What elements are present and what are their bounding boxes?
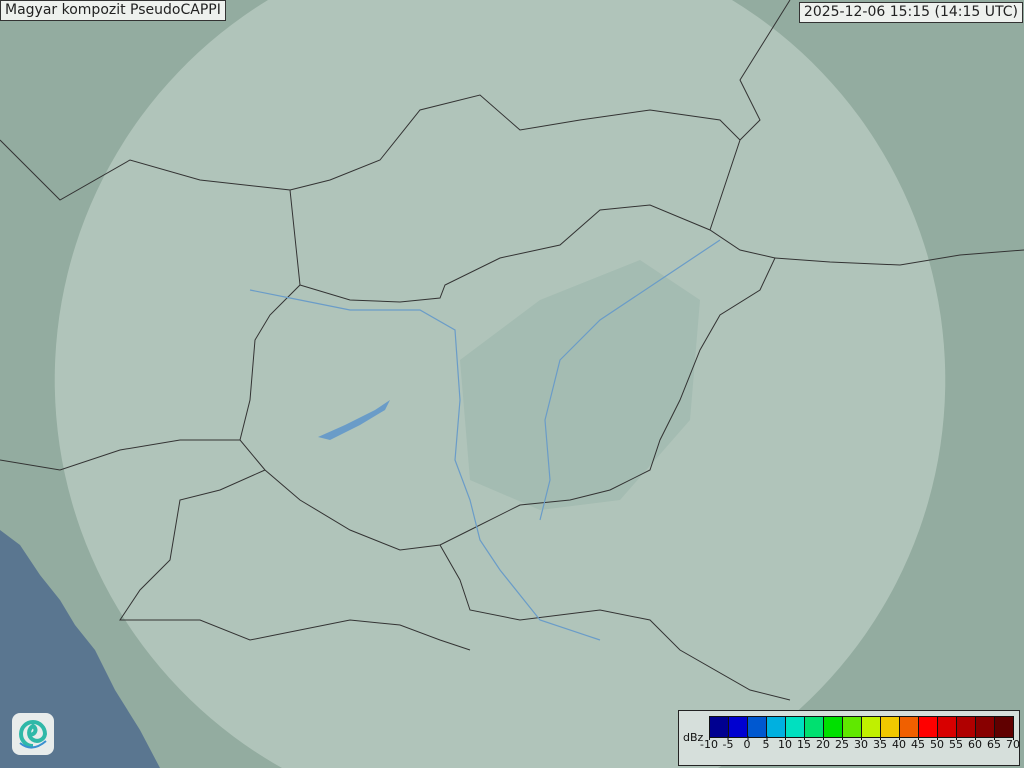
legend-tick-label: 35	[873, 736, 887, 751]
legend-swatch	[710, 717, 729, 737]
hungary-border	[239, 204, 776, 551]
danube-river	[249, 289, 601, 641]
legend-unit: dBz	[683, 731, 704, 744]
legend-swatch	[938, 717, 957, 737]
legend-tick-label: 10	[778, 736, 792, 751]
country-borders	[0, 0, 1024, 701]
legend-swatch	[976, 717, 995, 737]
ukraine-border	[739, 0, 791, 141]
slovakia-border	[289, 94, 741, 231]
legend-swatch	[957, 717, 976, 737]
map-title: Magyar kompozit PseudoCAPPI	[0, 0, 226, 21]
legend-swatch	[748, 717, 767, 737]
legend-tick-label: 45	[911, 736, 925, 751]
legend-tick-label: 70	[1006, 736, 1020, 751]
legend-swatch	[862, 717, 881, 737]
lake-balaton	[318, 400, 390, 440]
legend-tick-label: -5	[722, 736, 734, 751]
legend-swatch	[900, 717, 919, 737]
swirl-logo-icon	[12, 713, 54, 755]
legend-swatch	[824, 717, 843, 737]
serbia-border	[439, 544, 791, 701]
legend-ticks: -10 -5 0 5 10 15 20 25 30 35 40 45 50 55 60 65 70	[700, 736, 1020, 758]
legend-tick-label: 15	[797, 736, 811, 751]
legend-tick-label: 30	[854, 736, 868, 751]
legend-swatch	[805, 717, 824, 737]
legend-tick-label: 25	[835, 736, 849, 751]
legend-swatch	[843, 717, 862, 737]
legend-swatch	[767, 717, 786, 737]
legend-tick-label: 0	[743, 736, 751, 751]
tisza-river	[539, 239, 721, 521]
legend-tick-label: 55	[949, 736, 963, 751]
legend-swatch	[881, 717, 900, 737]
adriatic-sea	[0, 530, 160, 768]
rivers	[249, 239, 721, 641]
legend-swatch	[995, 717, 1013, 737]
czech-border	[0, 139, 301, 286]
timestamp-label: 2025-12-06 15:15 (14:15 UTC)	[798, 2, 1023, 23]
hungary-plain-shading	[460, 260, 700, 510]
legend-tick-label: 50	[930, 736, 944, 751]
legend-swatch	[786, 717, 805, 737]
legend-tick-label: -10	[700, 736, 718, 751]
legend-tick-label: 65	[987, 736, 1001, 751]
austria-border	[0, 439, 240, 471]
legend-tick-label: 60	[968, 736, 982, 751]
croatia-border	[119, 469, 471, 651]
dbz-legend: dBz -10 -5 0 5 10 15 20 25 30 35 40 45 50 55 60 65 70	[678, 710, 1020, 766]
legend-tick-label: 40	[892, 736, 906, 751]
romania-border	[774, 249, 1024, 266]
legend-tick-label: 20	[816, 736, 830, 751]
legend-color-bar	[709, 716, 1014, 738]
legend-tick-label: 5	[762, 736, 770, 751]
legend-swatch	[729, 717, 748, 737]
legend-swatch	[919, 717, 938, 737]
